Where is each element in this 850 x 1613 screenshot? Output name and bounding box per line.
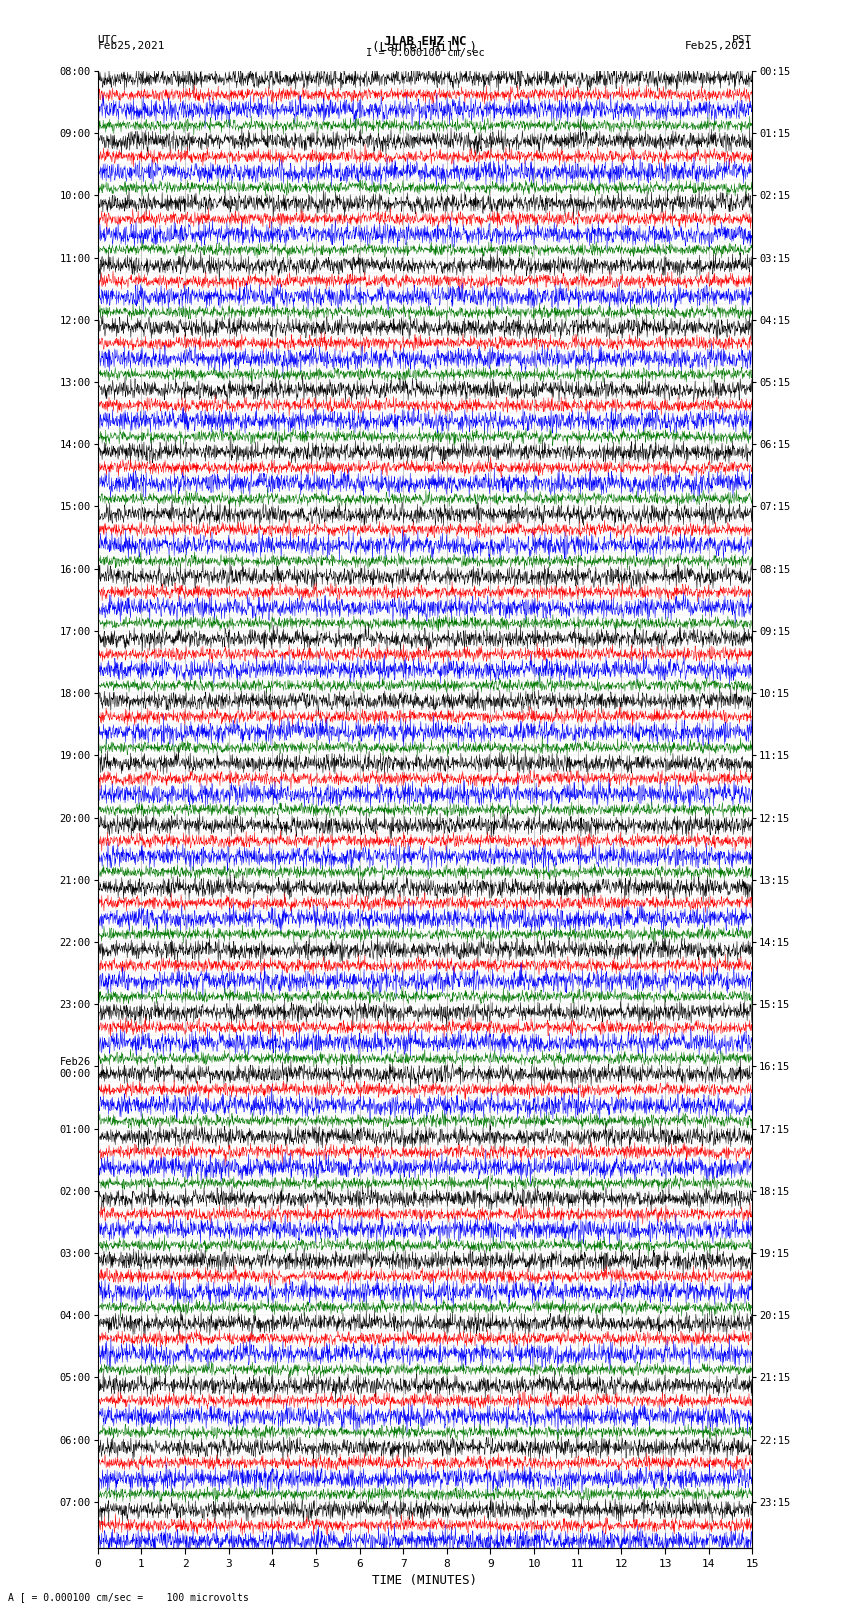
Text: (Laurel Hill ): (Laurel Hill ) — [372, 40, 478, 55]
Text: JLAB EHZ NC: JLAB EHZ NC — [383, 35, 467, 48]
Text: Feb25,2021: Feb25,2021 — [98, 40, 165, 52]
Text: I = 0.000100 cm/sec: I = 0.000100 cm/sec — [366, 47, 484, 58]
Text: A [ = 0.000100 cm/sec =    100 microvolts: A [ = 0.000100 cm/sec = 100 microvolts — [8, 1592, 249, 1602]
Text: PST: PST — [732, 35, 752, 45]
X-axis label: TIME (MINUTES): TIME (MINUTES) — [372, 1574, 478, 1587]
Text: UTC: UTC — [98, 35, 118, 45]
Text: Feb25,2021: Feb25,2021 — [685, 40, 752, 52]
